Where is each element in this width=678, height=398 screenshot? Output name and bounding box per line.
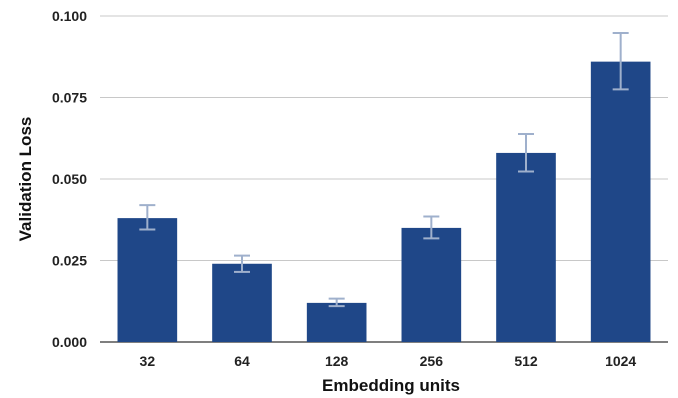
error-bar-256 bbox=[423, 215, 440, 240]
y-tick-label: 0.000 bbox=[52, 334, 87, 350]
gridlines bbox=[100, 15, 668, 343]
y-tick-label: 0.050 bbox=[52, 171, 87, 187]
x-axis-ticks: 32 64 128 256 512 1024 bbox=[140, 353, 637, 369]
x-axis-title: Embedding units bbox=[322, 376, 460, 395]
error-bars bbox=[139, 31, 629, 308]
y-tick-label: 0.100 bbox=[52, 8, 87, 24]
bar-128 bbox=[306, 302, 367, 342]
x-tick-label: 32 bbox=[140, 353, 156, 369]
x-tick-label: 128 bbox=[325, 353, 349, 369]
error-bar-128 bbox=[328, 297, 345, 308]
error-bar-512 bbox=[518, 133, 534, 173]
bars bbox=[117, 61, 651, 342]
error-bar-64 bbox=[234, 254, 250, 273]
x-tick-label: 512 bbox=[514, 353, 538, 369]
x-tick-label: 256 bbox=[420, 353, 444, 369]
y-tick-label: 0.075 bbox=[52, 90, 87, 106]
x-tick-label: 1024 bbox=[605, 353, 636, 369]
bar-512 bbox=[496, 152, 556, 342]
y-axis-title: Validation Loss bbox=[16, 117, 35, 242]
error-bar-32 bbox=[139, 204, 156, 231]
bar-256 bbox=[401, 227, 462, 342]
bar-1024 bbox=[590, 61, 651, 342]
bar-64 bbox=[212, 263, 272, 342]
y-axis-ticks: 0.000 0.025 0.050 0.075 0.100 bbox=[52, 8, 87, 350]
error-bar-1024 bbox=[612, 31, 629, 91]
x-tick-label: 64 bbox=[234, 353, 250, 369]
y-tick-label: 0.025 bbox=[52, 253, 87, 269]
bar-32 bbox=[117, 218, 178, 342]
